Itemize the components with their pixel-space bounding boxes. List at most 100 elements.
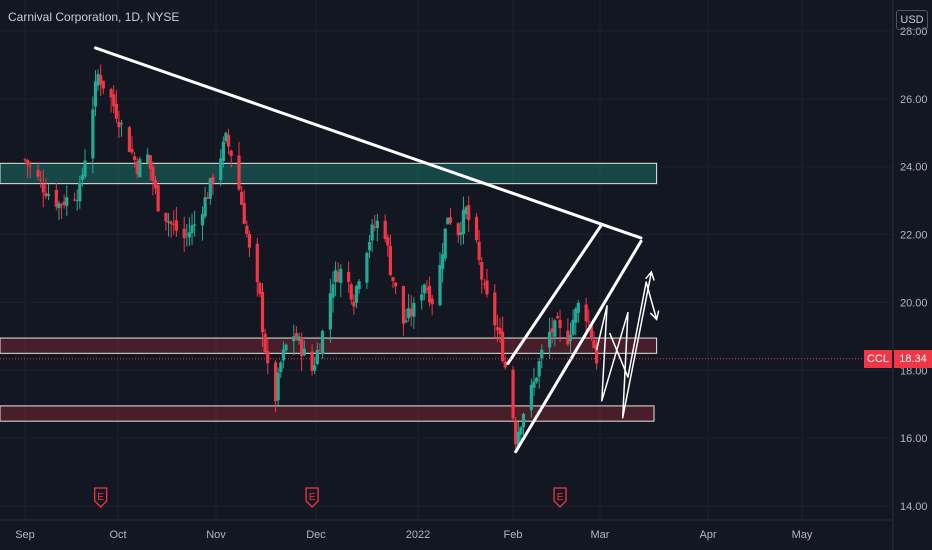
y-tick-label: 18.00 [900,365,928,377]
candle-up [328,293,332,330]
candle-up [412,302,416,317]
candle-down [388,246,392,276]
earnings-icon[interactable]: E [305,487,319,508]
earnings-label: E [557,492,564,503]
zone-red [0,405,655,422]
candle-down [558,319,562,329]
candle-up [276,372,280,401]
candle-down [425,288,429,291]
candle-down [255,243,259,283]
trendline [514,239,643,454]
candle-up [138,159,142,178]
candle-up [219,158,223,181]
candle-down [135,161,139,175]
candle-down [300,337,304,357]
zone-red [0,337,658,354]
candle-up [461,209,466,235]
candle-down [127,127,131,152]
candle-down [511,369,515,419]
candle-up [119,123,124,125]
candle-down [477,241,481,260]
candle-down [164,212,168,222]
candle-down [485,280,489,295]
candle-up [281,349,285,361]
candle-up [516,431,520,448]
candle-up [91,109,95,159]
candle-down [41,184,45,193]
candle-up [96,74,100,86]
candle-up [459,232,463,235]
candle-down [44,193,48,197]
candle-up [193,224,197,226]
candle-up [302,348,306,356]
earnings-icon[interactable]: E [94,487,108,508]
trendline [506,222,604,365]
candle-down [240,191,244,205]
last-price-tag: 18.34 [894,350,932,368]
candle-up [93,81,98,107]
candle-up [292,336,296,342]
candle-down [427,285,432,303]
candle-up [46,194,51,196]
candle-down [169,222,173,224]
candle-down [386,237,390,246]
candle-up [320,330,325,355]
y-tick-label: 24.00 [900,162,928,174]
candle-down [310,351,314,371]
candle-up [297,336,301,341]
earnings-icon[interactable]: E [553,487,567,508]
candle-down [448,217,453,224]
candle-down [373,226,377,228]
candle-down [28,165,32,167]
candle-up [548,331,552,348]
candle-up [404,320,408,323]
candle-down [151,166,155,182]
candle-up [357,281,361,290]
candle-up [534,377,539,382]
candle-up [208,178,212,199]
candle-down [148,155,152,169]
candle-up [540,349,544,359]
candle-down [430,298,434,305]
candle-up [224,132,228,142]
candle-down [263,333,267,353]
candle-down [495,327,500,331]
candle-up [367,241,372,251]
candle-down [336,271,340,282]
candle-up [365,253,369,283]
x-tick-label: May [792,529,813,541]
candle-down [206,197,210,199]
candle-up [422,284,426,294]
candle-down [245,225,249,234]
candle-down [130,149,134,153]
candle-down [474,216,479,241]
y-tick-label: 20.00 [900,297,928,309]
candle-up [521,413,526,428]
y-tick-label: 16.00 [900,433,928,445]
x-tick-label: Apr [699,529,716,541]
candle-up [80,174,85,180]
candle-down [394,282,398,287]
x-tick-label: Dec [306,529,326,541]
candle-down [182,228,186,238]
candle-down [514,421,518,445]
candle-up [574,308,578,323]
projection-path [608,281,658,378]
candle-up [571,319,575,335]
currency-button[interactable]: USD [896,10,928,30]
candle-up [284,344,288,351]
trendline [93,46,643,240]
candle-down [153,179,158,189]
candle-up [375,220,379,229]
candle-down [587,321,591,323]
chart-title: Carnival Corporation, 1D, NYSE [8,10,180,24]
candle-down [584,304,588,322]
candle-down [503,361,507,368]
candle-up [354,286,359,303]
candle-up [438,265,442,306]
candle-up [279,362,283,373]
symbol-price-tag: CCL [864,350,892,368]
